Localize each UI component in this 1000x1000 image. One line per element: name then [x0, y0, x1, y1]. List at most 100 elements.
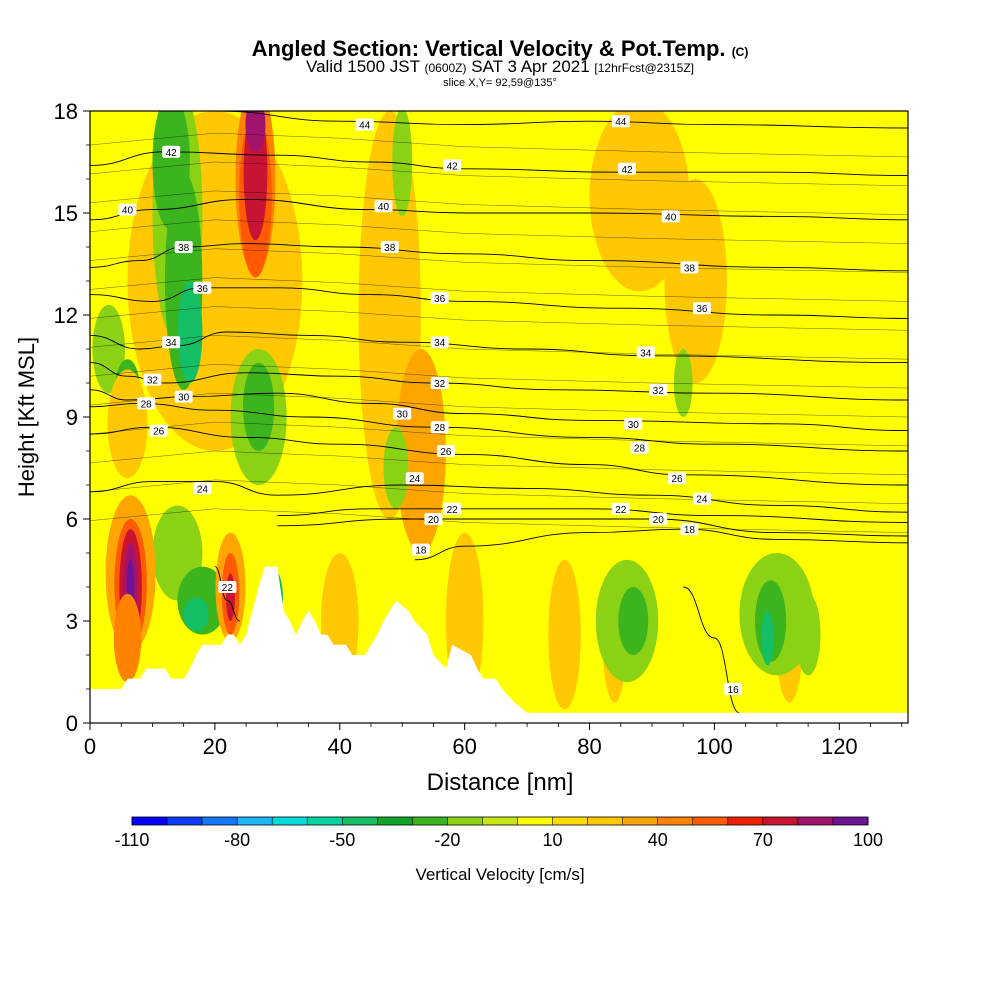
- field-downdraft-16: [795, 593, 821, 676]
- contour-label-27: 26: [436, 445, 455, 458]
- contour-label-39: 16: [724, 683, 743, 696]
- contour-label-11: 36: [193, 281, 212, 295]
- contour-label-2: 42: [162, 145, 181, 159]
- svg-text:16: 16: [728, 685, 740, 696]
- contour-label-7: 40: [661, 210, 680, 223]
- svg-text:26: 26: [153, 427, 165, 438]
- field-updraft-11: [226, 573, 235, 621]
- svg-text:32: 32: [147, 376, 159, 387]
- svg-text:30: 30: [628, 420, 640, 431]
- contour-label-5: 40: [118, 203, 137, 217]
- contour-minor-7: [90, 335, 908, 360]
- svg-text:24: 24: [696, 495, 708, 506]
- x-tick-label-40: 40: [328, 734, 352, 759]
- svg-text:40: 40: [665, 212, 677, 223]
- contour-label-14: 34: [162, 336, 181, 349]
- y-tick-label-3: 3: [66, 609, 78, 634]
- colorbar-swatch-5: [307, 817, 343, 825]
- colorbar: -110 -80 -50 -20 10 40 70 100: [115, 816, 883, 850]
- svg-text:32: 32: [653, 386, 665, 397]
- contour-minor-2: [90, 190, 908, 215]
- colorbar-swatch-13: [587, 817, 624, 825]
- contour-label-32: 22: [443, 502, 462, 516]
- contour-minor-11: [90, 450, 908, 476]
- field-downdraft-2: [177, 281, 203, 383]
- contour-label-38: 22: [218, 581, 237, 594]
- colorbar-swatch-6: [342, 817, 378, 825]
- contour-label-22: 30: [624, 417, 643, 431]
- svg-text:22: 22: [447, 505, 459, 516]
- svg-text:38: 38: [178, 243, 190, 254]
- contour-minor-9: [90, 392, 908, 418]
- contour-label-23: 28: [137, 397, 156, 410]
- contour-label-12: 36: [430, 292, 449, 305]
- y-axis-ticks: 0 3 6 9 12 15 18: [54, 99, 90, 736]
- contour-minor-1: [90, 161, 908, 187]
- contour-label-24: 28: [430, 421, 449, 434]
- contour-label-35: 20: [649, 513, 668, 526]
- colorbar-tick-label-0: -110: [115, 830, 150, 850]
- field-zone-orange-2: [395, 349, 446, 553]
- contour-label-28: 26: [667, 472, 686, 485]
- contour-minor-5: [90, 277, 908, 302]
- svg-text:28: 28: [634, 444, 646, 455]
- svg-text:22: 22: [615, 505, 627, 516]
- contour-label-36: 18: [411, 543, 430, 557]
- x-tick-label-0: 0: [84, 734, 96, 759]
- potential-temperature-contours: [90, 111, 908, 714]
- contour-label-34: 20: [424, 513, 443, 526]
- svg-text:36: 36: [434, 294, 446, 305]
- contour-44-0: [214, 111, 908, 129]
- contour-label-19: 32: [649, 383, 668, 397]
- field-downdraft-7: [242, 362, 275, 451]
- svg-text:30: 30: [397, 410, 409, 421]
- svg-text:24: 24: [409, 474, 421, 485]
- svg-text:42: 42: [447, 161, 459, 172]
- colorbar-swatch-3: [237, 817, 273, 825]
- contour-label-9: 38: [380, 241, 399, 254]
- colorbar-swatch-12: [552, 817, 589, 825]
- x-axis-ticks: 0 20 40 60 80 100 120: [84, 723, 903, 759]
- field-downdraft-19: [183, 597, 209, 632]
- colorbar-swatch-10: [482, 817, 519, 825]
- contour-minor-10: [90, 421, 908, 447]
- field-downdraft-10: [673, 349, 693, 417]
- contour-label-4: 42: [618, 162, 637, 176]
- contour-label-8: 38: [174, 241, 193, 254]
- field-downdraft-12: [618, 587, 649, 655]
- contour-42-1: [90, 151, 908, 177]
- colorbar-swatch-2: [202, 817, 238, 825]
- x-tick-label-60: 60: [452, 734, 476, 759]
- contour-label-0: 44: [355, 118, 374, 132]
- chart-valid-time: Valid 1500 JST (0600Z) SAT 3 Apr 2021 [1…: [306, 57, 694, 76]
- contour-36-4: [90, 287, 908, 319]
- svg-text:20: 20: [428, 515, 440, 526]
- contour-label-31: 24: [692, 492, 711, 506]
- contour-label-21: 30: [393, 407, 412, 421]
- y-tick-label-15: 15: [54, 201, 78, 226]
- colorbar-tick-label-5: 40: [648, 830, 668, 850]
- field-zone-orange-4: [664, 179, 727, 383]
- colorbar-tick-label-4: 10: [543, 830, 563, 850]
- contour-label-17: 32: [143, 373, 162, 387]
- x-tick-label-120: 120: [821, 734, 858, 759]
- colorbar-tick-label-3: -20: [434, 830, 460, 850]
- y-tick-label-6: 6: [66, 507, 78, 532]
- terrain-profile: [90, 566, 908, 723]
- contour-label-13: 36: [692, 302, 711, 315]
- contour-22-11: [277, 508, 908, 523]
- svg-text:42: 42: [621, 165, 633, 176]
- svg-text:24: 24: [197, 484, 209, 495]
- contour-20-12: [277, 518, 908, 537]
- colorbar-swatch-0: [132, 817, 168, 825]
- svg-text:44: 44: [359, 121, 371, 132]
- svg-text:28: 28: [434, 423, 446, 434]
- svg-text:20: 20: [653, 515, 665, 526]
- svg-text:18: 18: [415, 546, 427, 557]
- svg-text:18: 18: [684, 525, 696, 536]
- field-zone-orange-7: [548, 559, 581, 710]
- colorbar-swatch-7: [377, 817, 413, 825]
- field-downdraft-15: [761, 610, 774, 666]
- svg-text:36: 36: [696, 304, 708, 315]
